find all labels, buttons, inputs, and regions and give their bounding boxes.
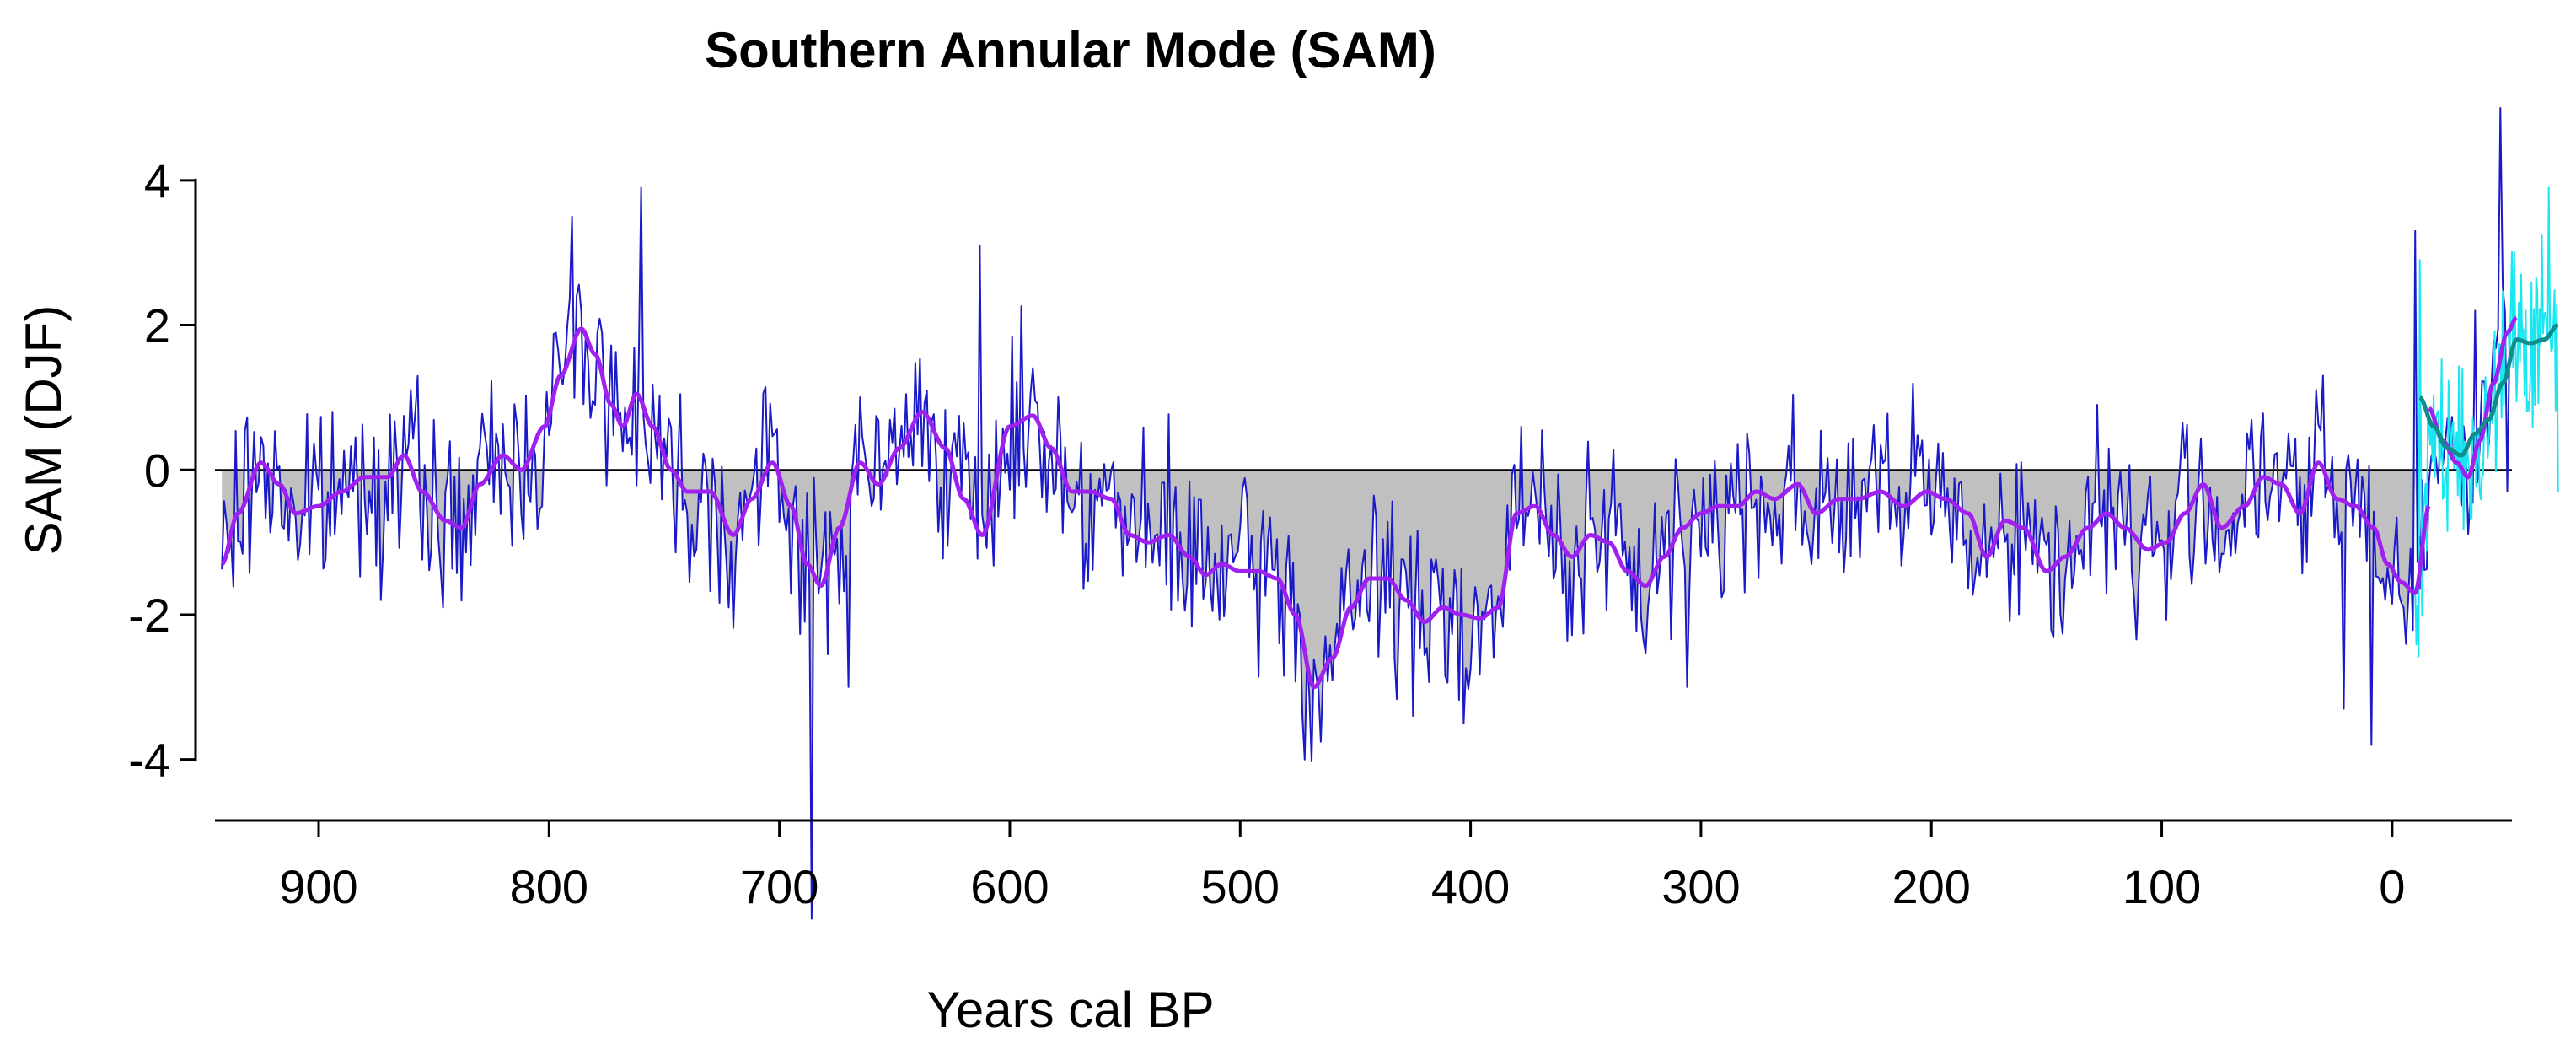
x-axis-label: Years cal BP xyxy=(926,982,1214,1038)
chart-title: Southern Annular Mode (SAM) xyxy=(705,22,1436,78)
y-axis-label: SAM (DJF) xyxy=(15,305,72,556)
x-tick-label-300: 300 xyxy=(1661,860,1740,913)
series-line-annual-reconstruction xyxy=(221,186,2421,920)
x-tick-label-900: 900 xyxy=(279,860,357,913)
y-tick-label--4: -4 xyxy=(128,734,170,787)
series-group xyxy=(220,107,2559,920)
negative-area-fill xyxy=(222,470,2420,919)
y-tick-label-0: 0 xyxy=(144,444,170,497)
y-tick-label--2: -2 xyxy=(128,589,170,642)
series-line-decadal-mean-instrumental xyxy=(2418,323,2559,458)
x-tick-label-500: 500 xyxy=(1201,860,1280,913)
x-tick-label-700: 700 xyxy=(740,860,818,913)
x-tick-label-0: 0 xyxy=(2379,860,2405,913)
x-tick-label-800: 800 xyxy=(510,860,588,913)
y-tick-label-2: 2 xyxy=(144,299,170,352)
x-tick-label-200: 200 xyxy=(1892,860,1971,913)
y-tick-label-4: 4 xyxy=(144,154,170,207)
series-line-observed-sam-index xyxy=(2418,107,2513,590)
x-tick-label-100: 100 xyxy=(2123,860,2201,913)
x-tick-label-600: 600 xyxy=(970,860,1049,913)
series-line-decadal-mean-reconstruction xyxy=(220,326,2431,690)
axes-group: 4 2 0 -2 -4 900 800 700 600 500 400 300 200 100 0 xyxy=(128,154,2512,913)
x-tick-label-400: 400 xyxy=(1431,860,1510,913)
